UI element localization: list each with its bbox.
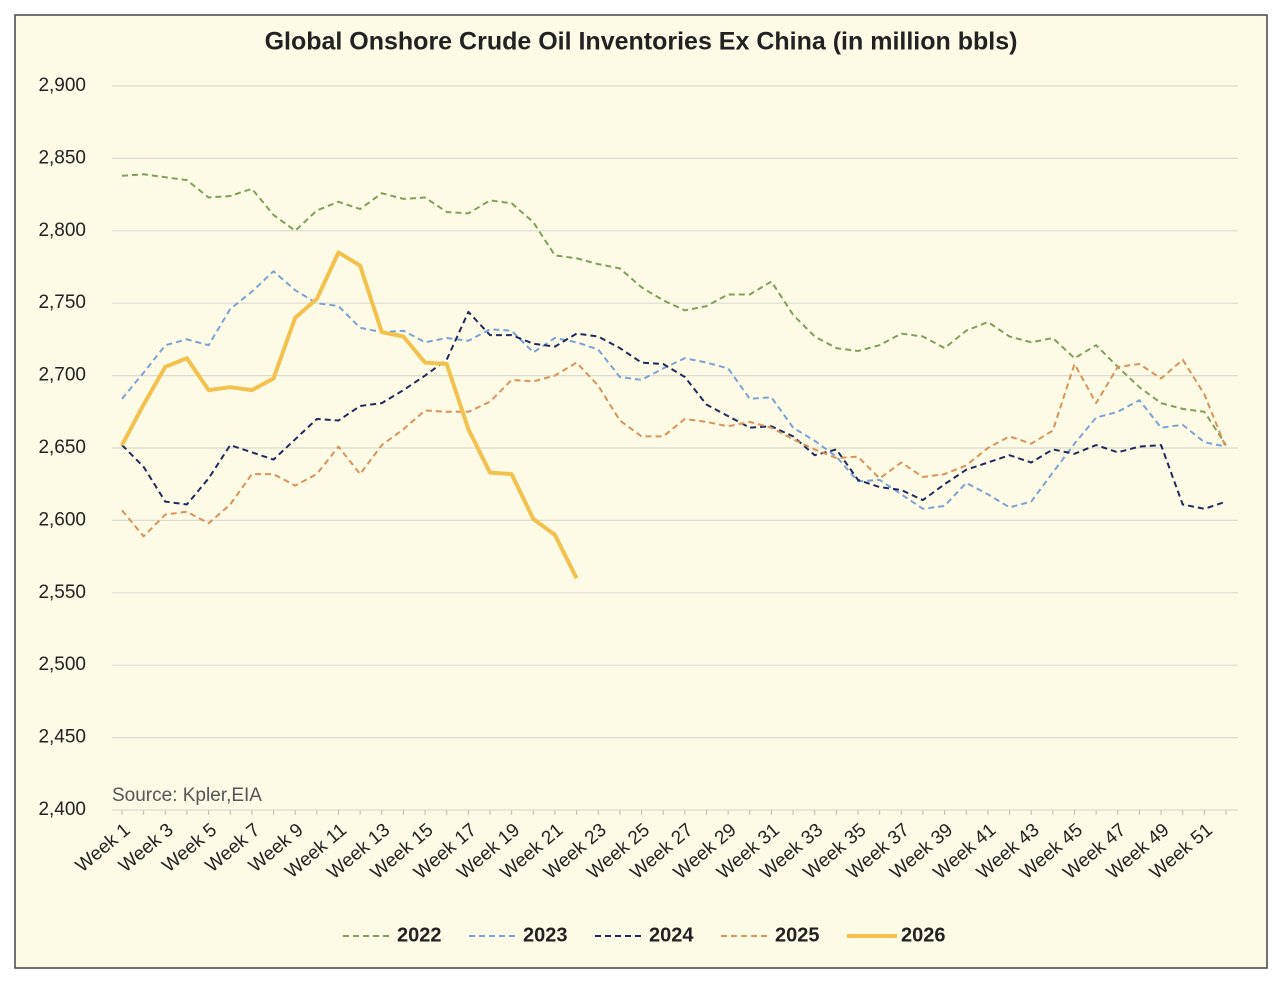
legend-label: 2025	[775, 924, 820, 946]
series-line	[121, 270, 1227, 510]
legend-label: 2026	[901, 924, 946, 946]
y-tick-label: 2,650	[38, 437, 86, 458]
series-line	[120, 250, 579, 580]
y-tick-label: 2,500	[38, 654, 86, 675]
y-tick-label: 2,550	[38, 582, 86, 603]
source-note: Source: Kpler,EIA	[112, 785, 262, 806]
legend-label: 2024	[649, 924, 694, 946]
y-tick-label: 2,700	[38, 365, 86, 386]
y-tick-label: 2,600	[38, 509, 86, 530]
y-tick-label: 2,800	[38, 220, 86, 241]
chart-title: Global Onshore Crude Oil Inventories Ex …	[265, 28, 1018, 56]
legend-label: 2022	[397, 924, 442, 946]
y-tick-label: 2,850	[38, 147, 86, 168]
y-tick-label: 2,400	[38, 799, 86, 820]
series-line	[121, 358, 1227, 538]
y-tick-label: 2,750	[38, 292, 86, 313]
legend-label: 2023	[523, 924, 568, 946]
chart-frame	[14, 14, 1268, 969]
series-line	[121, 310, 1227, 510]
y-tick-label: 2,450	[38, 727, 86, 748]
series-line	[121, 173, 1227, 446]
y-tick-label: 2,900	[38, 75, 86, 96]
